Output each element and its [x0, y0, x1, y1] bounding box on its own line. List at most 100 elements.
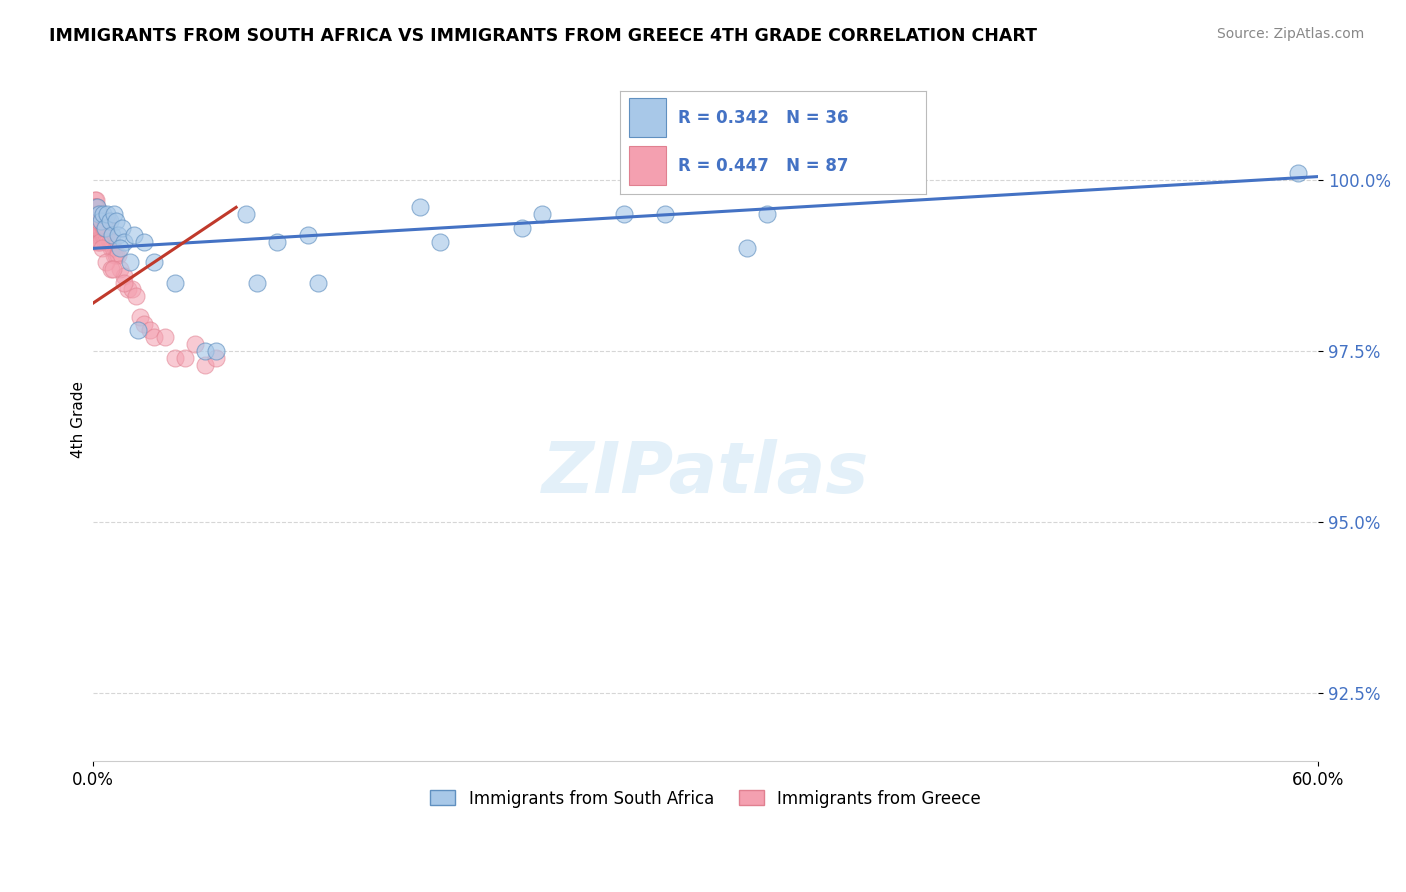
Point	[89, 220, 111, 235]
Point	[91, 227, 114, 242]
Point	[91, 241, 114, 255]
Point	[112, 235, 135, 249]
Point	[94, 220, 117, 235]
Point	[1286, 166, 1309, 180]
Point	[125, 289, 148, 303]
Point	[86, 200, 108, 214]
Point	[84, 200, 107, 214]
Point	[84, 214, 107, 228]
Point	[112, 268, 135, 283]
Point	[101, 261, 124, 276]
Point	[129, 310, 152, 324]
Point	[93, 227, 115, 242]
Point	[100, 261, 122, 276]
Point	[84, 220, 107, 235]
Point	[101, 241, 124, 255]
Point	[84, 207, 107, 221]
Point	[86, 207, 108, 221]
Point	[100, 235, 122, 249]
Point	[86, 220, 108, 235]
Point	[96, 220, 118, 235]
Point	[134, 235, 156, 249]
Point	[86, 207, 108, 221]
Point	[122, 227, 145, 242]
Point	[93, 220, 115, 235]
Point	[531, 207, 554, 221]
Point	[89, 207, 111, 221]
Point	[143, 330, 166, 344]
Point	[89, 207, 111, 221]
Point	[84, 220, 107, 235]
Point	[84, 227, 107, 242]
Point	[94, 214, 117, 228]
Point	[86, 214, 108, 228]
Point	[297, 227, 319, 242]
Point	[163, 351, 186, 365]
Point	[108, 241, 131, 255]
Point	[93, 214, 115, 228]
Point	[127, 323, 149, 337]
Point	[163, 276, 186, 290]
Point	[121, 282, 143, 296]
Point	[96, 255, 118, 269]
Point	[84, 194, 107, 208]
Point	[108, 261, 131, 276]
Point	[96, 227, 118, 242]
Point	[83, 207, 105, 221]
Y-axis label: 4th Grade: 4th Grade	[72, 381, 86, 458]
Point	[103, 207, 125, 221]
Point	[87, 220, 110, 235]
Point	[96, 235, 118, 249]
Point	[107, 227, 129, 242]
Point	[86, 200, 108, 214]
Legend: Immigrants from South Africa, Immigrants from Greece: Immigrants from South Africa, Immigrants…	[423, 783, 988, 814]
Point	[89, 227, 111, 242]
Point	[86, 207, 108, 221]
Point	[83, 214, 105, 228]
Point	[84, 200, 107, 214]
Point	[86, 207, 108, 221]
Point	[429, 235, 451, 249]
Point	[83, 200, 105, 214]
Point	[84, 207, 107, 221]
Point	[89, 207, 111, 221]
Point	[90, 214, 112, 228]
Point	[86, 235, 108, 249]
Point	[613, 207, 636, 221]
Point	[235, 207, 257, 221]
Point	[100, 227, 122, 242]
Point	[107, 248, 129, 262]
Point	[117, 282, 139, 296]
Point	[510, 220, 533, 235]
Point	[735, 241, 758, 255]
Point	[654, 207, 676, 221]
Point	[100, 241, 122, 255]
Point	[103, 248, 125, 262]
Point	[96, 207, 118, 221]
Text: ZIPatlas: ZIPatlas	[543, 440, 869, 508]
Point	[94, 235, 117, 249]
Point	[118, 255, 141, 269]
Text: Source: ZipAtlas.com: Source: ZipAtlas.com	[1216, 27, 1364, 41]
Point	[86, 227, 108, 242]
Point	[266, 235, 288, 249]
Point	[87, 207, 110, 221]
Point	[756, 207, 779, 221]
Point	[307, 276, 329, 290]
Point	[98, 235, 121, 249]
Point	[184, 337, 207, 351]
Point	[83, 214, 105, 228]
Point	[111, 220, 134, 235]
Point	[83, 227, 105, 242]
Point	[87, 220, 110, 235]
Point	[174, 351, 197, 365]
Point	[87, 214, 110, 228]
Point	[90, 214, 112, 228]
Point	[93, 207, 115, 221]
Point	[89, 235, 111, 249]
Point	[83, 207, 105, 221]
Point	[134, 317, 156, 331]
Point	[91, 227, 114, 242]
Point	[86, 220, 108, 235]
Point	[112, 276, 135, 290]
